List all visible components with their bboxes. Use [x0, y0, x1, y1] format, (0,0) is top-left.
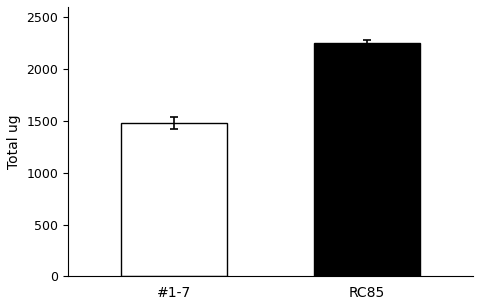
Bar [314, 43, 420, 276]
Y-axis label: Total ug: Total ug [7, 114, 21, 169]
Bar [121, 123, 227, 276]
